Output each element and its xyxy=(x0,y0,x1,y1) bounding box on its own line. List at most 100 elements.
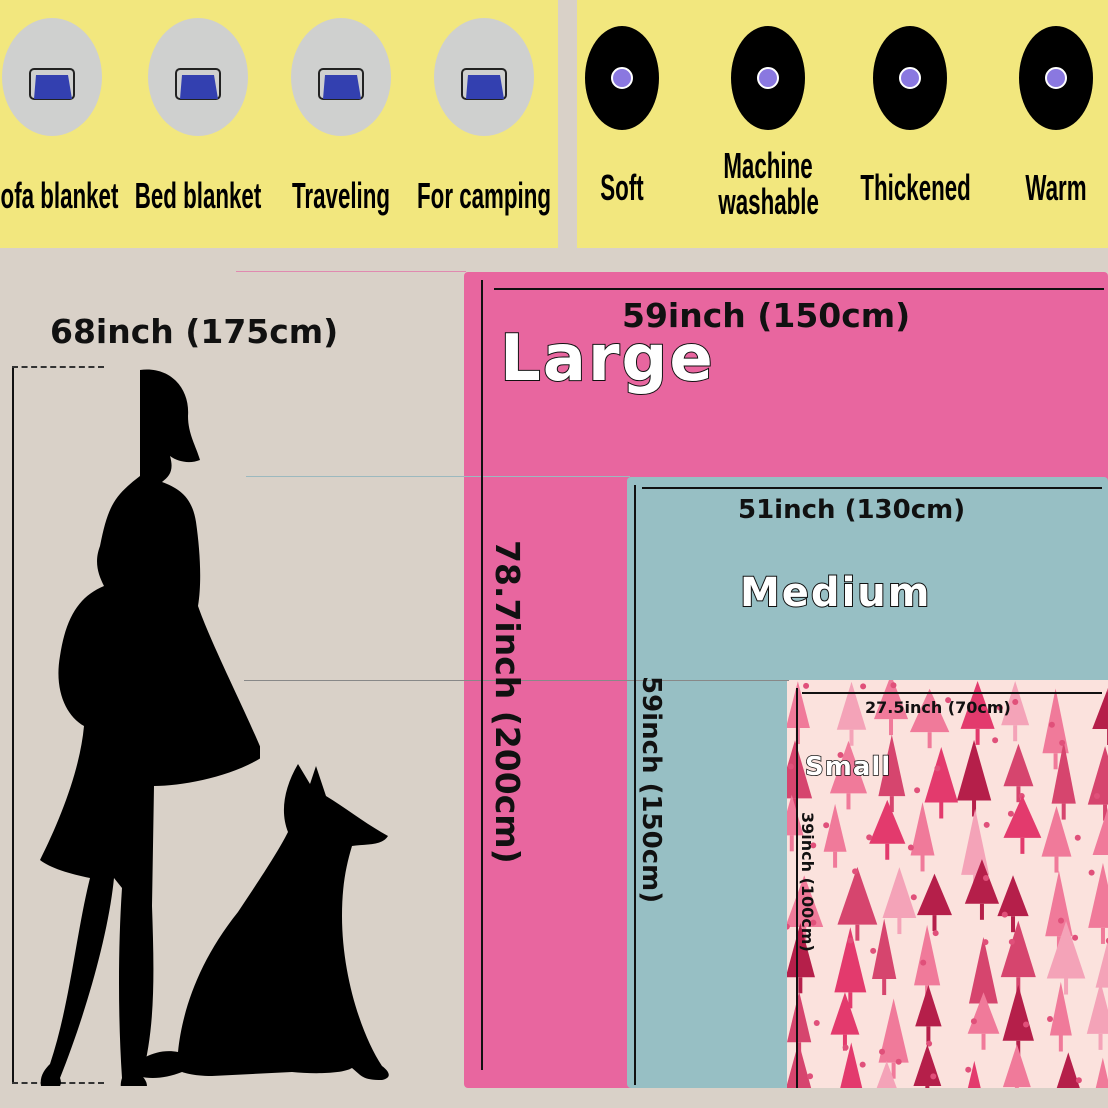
ornament-dot xyxy=(926,1040,933,1047)
tree-motif xyxy=(1042,688,1069,770)
ornament-dot xyxy=(920,959,927,966)
large-width-label: 59inch (150cm) xyxy=(622,296,911,335)
ornament-dot xyxy=(803,682,810,689)
tree-motif xyxy=(964,859,1000,920)
tree-motif xyxy=(915,984,942,1043)
guide-line xyxy=(12,366,104,368)
guide-line xyxy=(244,680,789,681)
ornament-dot xyxy=(1046,1016,1053,1023)
ornament-dot xyxy=(1012,698,1019,705)
small-height-label: 39inch (100cm) xyxy=(798,812,817,952)
ornament-dot xyxy=(1048,721,1055,728)
tree-motif xyxy=(882,867,917,935)
tree-motif xyxy=(967,1060,981,1088)
ornament-dot xyxy=(787,763,794,770)
medium-height-arrow xyxy=(634,485,636,1085)
ornament-dot xyxy=(914,787,921,794)
feature-item: Machine washable xyxy=(698,26,838,220)
tree-motif xyxy=(1088,862,1108,944)
tree-motif xyxy=(1092,807,1108,855)
feature-label: Machine washable xyxy=(718,145,819,222)
ornament-dot xyxy=(965,1066,972,1073)
ornament-dot xyxy=(852,868,859,875)
ornament-dot xyxy=(810,919,817,926)
ornament-dot xyxy=(1001,911,1008,918)
tree-motif xyxy=(1087,746,1108,821)
ornament-dot xyxy=(945,697,952,704)
ornament-dot xyxy=(930,1073,937,1080)
feature-label: Warm xyxy=(1025,167,1087,208)
ornament-dot xyxy=(879,1048,886,1055)
large-height-arrow xyxy=(481,280,483,1070)
tree-motif xyxy=(1086,981,1108,1050)
ornament-dot xyxy=(992,737,999,744)
tree-motif xyxy=(924,746,959,819)
feature-item: Thickened xyxy=(840,26,980,206)
ornament-dot xyxy=(1093,792,1100,799)
sun-icon xyxy=(1019,26,1093,130)
tree-motif xyxy=(787,681,810,745)
tree-motif xyxy=(1002,984,1034,1057)
tree-motif xyxy=(1000,920,1036,994)
sofa-blanket-icon xyxy=(2,18,102,136)
ornament-dot xyxy=(1007,810,1014,817)
medium-width-label: 51inch (130cm) xyxy=(738,495,966,525)
tree-motif xyxy=(836,681,867,746)
tree-motif xyxy=(823,803,847,868)
ornament-dot xyxy=(1072,934,1079,941)
large-width-arrow xyxy=(494,288,1104,290)
ornament-dot xyxy=(932,930,939,937)
guide-line xyxy=(236,271,466,272)
tree-motif xyxy=(830,992,860,1051)
medium-height-label: 59inch (150cm) xyxy=(636,676,666,904)
christmas-tree-pattern xyxy=(787,680,1108,1088)
ornament-dot xyxy=(996,704,1003,711)
tree-motif xyxy=(1002,1044,1031,1088)
bed-blanket-icon xyxy=(148,18,248,136)
tree-motif xyxy=(869,799,906,860)
ornament-dot xyxy=(1105,937,1108,944)
ornament-dot xyxy=(1023,1021,1030,1028)
tree-motif xyxy=(913,1044,942,1088)
tree-motif xyxy=(956,739,992,817)
ornament-dot xyxy=(870,947,877,954)
tree-motif xyxy=(829,740,868,810)
person-height-label: 68inch (175cm) xyxy=(50,312,339,351)
ornament-dot xyxy=(910,894,917,901)
ornament-dot xyxy=(890,682,897,689)
medium-size-name: Medium xyxy=(739,569,932,617)
tree-motif xyxy=(1046,921,1086,995)
tree-motif xyxy=(1003,795,1042,854)
tree-motif xyxy=(1051,741,1076,820)
use-item: For camping xyxy=(417,18,551,214)
tree-motif xyxy=(873,680,909,736)
ornament-dot xyxy=(837,751,844,758)
feature-item: Warm xyxy=(986,26,1108,206)
tree-motif xyxy=(787,794,804,852)
ornament-dot xyxy=(982,939,989,946)
use-label: Sofa blanket xyxy=(0,175,119,216)
ornament-dot xyxy=(934,765,941,772)
tree-motif xyxy=(787,1042,812,1088)
ornament-dot xyxy=(1075,1077,1082,1084)
ornament-dot xyxy=(1088,869,1095,876)
ornament-dot xyxy=(859,1061,866,1068)
ornament-dot xyxy=(787,923,790,930)
ornament-dot xyxy=(1058,917,1065,924)
tree-motif xyxy=(840,1042,863,1088)
feature-label: Soft xyxy=(600,167,644,208)
ornament-dot xyxy=(970,1018,977,1025)
small-blanket xyxy=(787,680,1108,1088)
feature-item: Soft xyxy=(552,26,692,206)
large-height-label: 78.7inch (200cm) xyxy=(488,540,527,864)
ornament-dot xyxy=(907,844,914,851)
large-size-name: Large xyxy=(499,321,715,397)
tree-motif xyxy=(1049,981,1072,1052)
small-size-name: Small xyxy=(804,751,892,783)
ornament-dot xyxy=(842,1044,849,1051)
ornament-dot xyxy=(1074,834,1081,841)
tree-motif xyxy=(876,1060,897,1088)
ornament-dot xyxy=(847,937,854,944)
small-width-arrow xyxy=(802,692,1102,694)
tree-motif xyxy=(909,688,950,749)
